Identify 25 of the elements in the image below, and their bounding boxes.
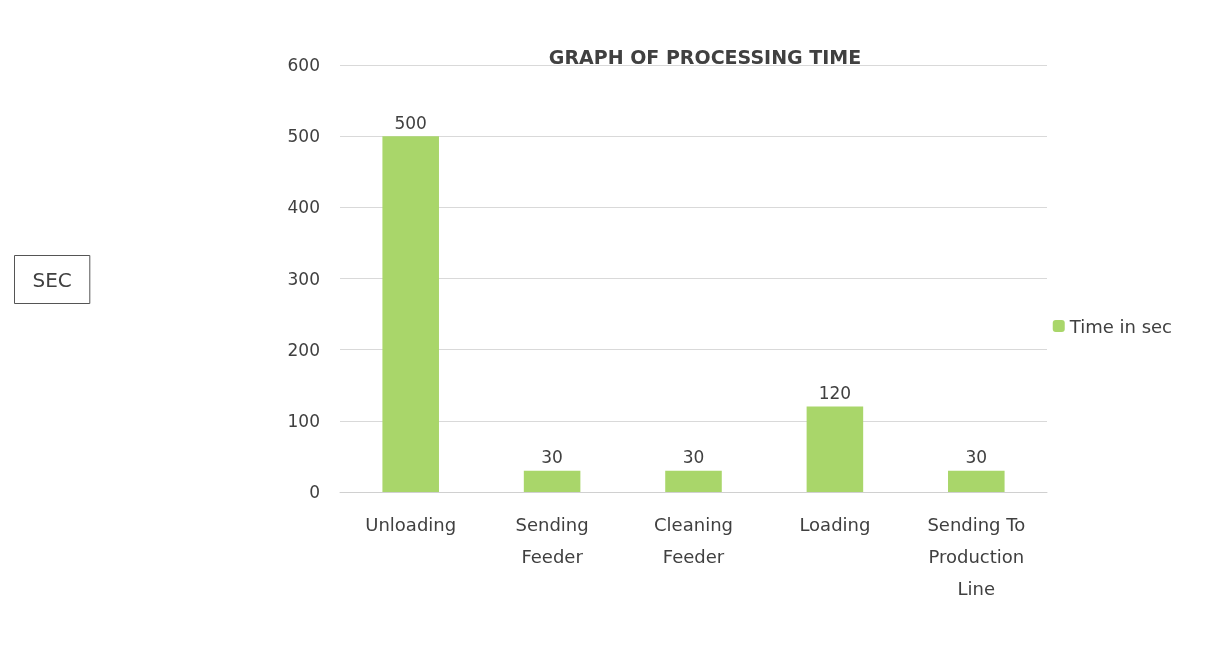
y-tick-label: 400: [287, 197, 320, 218]
data-label: 30: [541, 447, 563, 468]
legend-label: Time in sec: [1068, 315, 1173, 337]
chart-title: GRAPH OF PROCESSING TIME: [548, 45, 862, 68]
data-label: 30: [682, 447, 705, 468]
x-tick-label: Loading: [799, 513, 871, 535]
data-label: 120: [818, 383, 852, 404]
x-tick-label: Cleaning Feeder: [654, 513, 733, 567]
y-tick-label: 600: [287, 55, 320, 75]
bar: [806, 406, 864, 492]
x-tick-label: Sending To Production Line: [927, 513, 1026, 599]
bar: [382, 136, 439, 492]
bar: [665, 470, 722, 492]
text: SEC: [32, 267, 72, 292]
y-tick-label: 200: [287, 339, 320, 360]
bar: [948, 470, 1005, 492]
y-tick-label: 0: [309, 482, 320, 502]
x-tick-label: Unloading: [365, 513, 457, 535]
x-tick-label: Sending Feeder: [515, 513, 589, 567]
y-tick-label: 500: [287, 126, 320, 147]
data-label: 30: [965, 447, 988, 468]
y-tick-label: 300: [287, 268, 320, 289]
y-tick-label: 100: [287, 410, 320, 431]
data-label: 500: [394, 112, 427, 133]
bar: [523, 470, 581, 492]
